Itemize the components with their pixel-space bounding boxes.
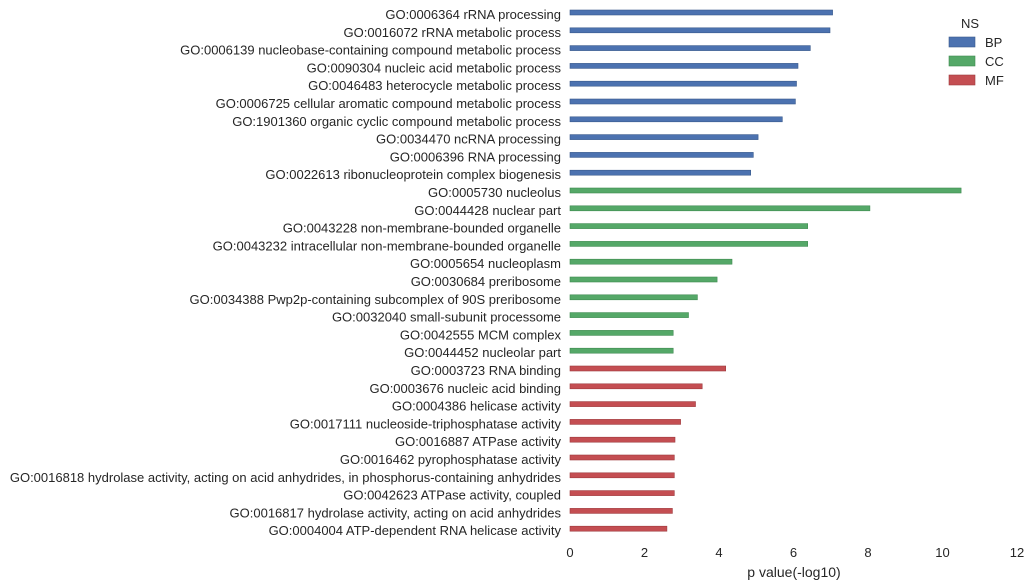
x-tick-label: 6 (790, 545, 797, 560)
x-tick-label: 4 (715, 545, 722, 560)
category-label: GO:0016072 rRNA metabolic process (344, 25, 562, 40)
bar-mf (569, 419, 681, 425)
bar-mf (569, 383, 703, 390)
category-label: GO:0006396 RNA processing (390, 149, 561, 164)
x-axis-title: p value(-log10) (747, 564, 840, 580)
category-label: GO:0022613 ribonucleoprotein complex bio… (265, 167, 561, 182)
category-label: GO:0016818 hydrolase activity, acting on… (10, 470, 562, 485)
bar-cc (569, 294, 698, 301)
category-label: GO:1901360 organic cyclic compound metab… (232, 114, 561, 129)
category-label: GO:0044428 nuclear part (414, 203, 561, 218)
x-axis-ticks: 0 2 4 6 8 10 12 (566, 545, 1024, 560)
bar-cc (569, 347, 674, 354)
bar-cc (569, 312, 689, 318)
bar-bp (569, 27, 831, 34)
bar-mf (569, 401, 696, 407)
category-label: GO:0046483 heterocycle metabolic process (308, 78, 561, 93)
bar-cc (569, 223, 808, 229)
legend-label: CC (985, 54, 1004, 69)
category-label: GO:0030684 preribosome (411, 274, 561, 289)
legend-label: BP (985, 35, 1002, 50)
category-label: GO:0005730 nucleolus (428, 185, 561, 200)
category-label: GO:0004004 ATP-dependent RNA helicase ac… (269, 523, 562, 538)
bar-cc (569, 205, 871, 212)
category-label: GO:0034470 ncRNA processing (376, 132, 561, 147)
bar-cc (569, 187, 962, 194)
bar-mf (569, 472, 675, 479)
bar-mf (569, 525, 668, 532)
bar-cc (569, 241, 808, 247)
category-label: GO:0016462 pyrophosphatase activity (340, 452, 562, 467)
category-label: GO:0006725 cellular aromatic compound me… (216, 96, 562, 111)
category-label: GO:0003676 nucleic acid binding (369, 381, 561, 396)
bar-bp (569, 169, 751, 176)
bar-bp (569, 116, 783, 123)
category-label: GO:0032040 small-subunit processome (332, 310, 561, 325)
x-tick-label: 2 (641, 545, 648, 560)
bar-cc (569, 276, 718, 283)
category-label: GO:0043232 intracellular non-membrane-bo… (213, 238, 561, 253)
x-tick-label: 12 (1010, 545, 1024, 560)
category-label: GO:0090304 nucleic acid metabolic proces… (307, 60, 562, 75)
legend-swatch-bp (948, 36, 976, 48)
legend-swatch-mf (948, 74, 976, 86)
category-labels: GO:0006364 rRNA processing GO:0016072 rRN… (10, 7, 562, 538)
category-label: GO:0017111 nucleoside-triphosphatase act… (290, 416, 562, 431)
category-label: GO:0016887 ATPase activity (395, 434, 561, 449)
legend-title: NS (961, 16, 979, 31)
category-label: GO:0034388 Pwp2p-containing subcomplex o… (190, 292, 561, 307)
bar-bp (569, 152, 754, 158)
category-label: GO:0005654 nucleoplasm (410, 256, 561, 271)
legend-entries: BP CC MF (948, 35, 1004, 88)
bar-mf (569, 490, 675, 496)
bar-mf (569, 436, 676, 443)
legend-swatch-cc (948, 55, 976, 67)
bars (569, 9, 962, 532)
x-tick-label: 8 (864, 545, 871, 560)
category-label: GO:0043228 non-membrane-bounded organell… (283, 221, 561, 236)
category-label: GO:0006364 rRNA processing (385, 7, 561, 22)
x-tick-label: 0 (566, 545, 573, 560)
category-label: GO:0016817 hydrolase activity, acting on… (230, 505, 562, 520)
bar-mf (569, 365, 726, 372)
bar-cc (569, 330, 674, 336)
category-label: GO:0004386 helicase activity (392, 399, 562, 414)
bar-bp (569, 98, 796, 105)
bar-bp (569, 9, 833, 16)
bar-mf (569, 454, 675, 461)
legend-label: MF (985, 73, 1004, 88)
bar-bp (569, 45, 811, 51)
bar-bp (569, 134, 759, 140)
bar-bp (569, 80, 797, 87)
bar-cc (569, 258, 733, 265)
legend: NS BP CC MF (948, 16, 1004, 88)
category-label: GO:0003723 RNA binding (411, 363, 561, 378)
category-label: GO:0006139 nucleobase-containing compoun… (180, 43, 561, 58)
x-tick-label: 10 (935, 545, 949, 560)
bar-bp (569, 63, 799, 69)
bar-mf (569, 508, 673, 514)
category-label: GO:0044452 nucleolar part (404, 345, 561, 360)
category-label: GO:0042555 MCM complex (400, 327, 562, 342)
category-label: GO:0042623 ATPase activity, coupled (343, 488, 561, 503)
